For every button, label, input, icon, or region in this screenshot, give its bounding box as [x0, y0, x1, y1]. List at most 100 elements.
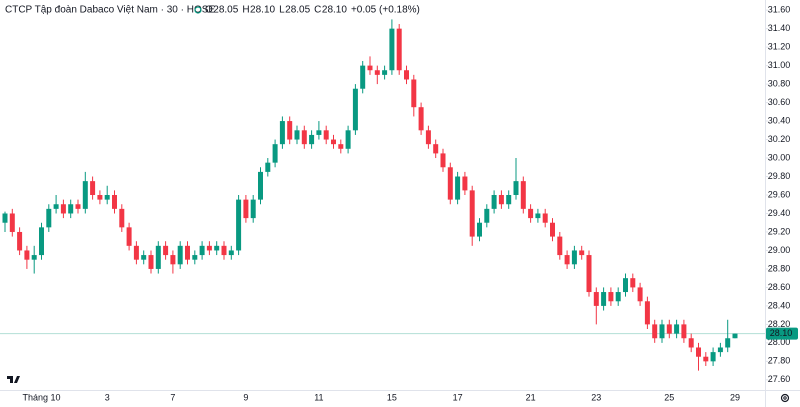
x-tick-label: 25: [664, 392, 674, 402]
candle-body: [674, 324, 680, 334]
settings-button[interactable]: [780, 393, 790, 403]
candle-body: [97, 195, 103, 200]
candle-body: [637, 287, 643, 302]
candle-body: [579, 250, 585, 256]
legend-value: 28.10: [322, 5, 347, 16]
candle-body: [644, 301, 650, 325]
candle-body: [155, 245, 161, 269]
x-tick-label: 17: [453, 392, 463, 402]
candle-body: [542, 213, 548, 223]
y-tick-label: 31.00: [768, 60, 791, 70]
x-tick-label: 7: [170, 392, 175, 402]
x-tick-label: 21: [526, 392, 536, 402]
y-tick-label: 28.20: [768, 319, 791, 329]
y-tick-label: 31.20: [768, 42, 791, 52]
candle-body: [498, 195, 504, 205]
candle-body: [630, 278, 636, 288]
candle-body: [513, 181, 519, 195]
candle-body: [345, 130, 351, 149]
candle-body: [177, 245, 183, 265]
candle-body: [2, 213, 8, 223]
candle-body: [199, 245, 205, 256]
candle-body: [31, 255, 37, 260]
candle-body: [506, 195, 512, 205]
candle-body: [623, 278, 628, 293]
candle-body: [133, 245, 139, 260]
candle-body: [163, 245, 169, 256]
candle-body: [82, 181, 88, 209]
candle-body: [331, 139, 336, 145]
candle-body: [404, 70, 409, 80]
y-tick-label: 30.80: [768, 78, 791, 88]
candle-body: [564, 255, 570, 265]
candle-body: [425, 130, 431, 145]
status-indicator: [194, 6, 202, 14]
y-tick-label: 27.80: [768, 356, 791, 366]
candle-body: [389, 28, 395, 71]
candle-body: [535, 213, 541, 219]
y-tick-label: 28.60: [768, 282, 791, 292]
y-tick-label: 28.00: [768, 337, 791, 347]
candle-body: [228, 250, 234, 256]
candle-body: [440, 153, 446, 168]
candle-body: [681, 324, 687, 339]
candle-body: [126, 227, 132, 246]
legend-key: O: [205, 5, 213, 16]
candle-body: [608, 292, 614, 302]
candle-body: [462, 176, 468, 191]
candle-body: [382, 70, 388, 75]
legend-key: C: [314, 5, 321, 16]
price-change: +0.05 (+0.18%): [351, 5, 420, 16]
candle-body: [725, 338, 731, 348]
candle-body: [24, 250, 30, 260]
plot-area: [0, 19, 765, 371]
y-tick-label: 31.40: [768, 23, 791, 33]
candle-body: [418, 107, 424, 131]
candle-body: [148, 255, 154, 269]
candle-body: [352, 88, 358, 131]
candle-body: [68, 204, 74, 214]
candle-body: [258, 171, 263, 200]
legend-key: L: [279, 5, 285, 16]
candle-body: [455, 176, 461, 200]
y-tick-label: 29.60: [768, 189, 791, 199]
legend-value: 28.10: [250, 5, 275, 16]
legend-value: 28.05: [285, 5, 310, 16]
candle-body: [316, 130, 322, 135]
candle-body: [666, 324, 672, 334]
chart-title: CTCP Tập đoàn Dabaco Việt Nam · 30 · HOS…: [5, 5, 215, 16]
candle-body: [696, 347, 701, 357]
tradingview-logo: [7, 376, 20, 383]
x-tick-label: 3: [105, 392, 110, 402]
candle-body: [396, 28, 402, 71]
candle-body: [39, 227, 44, 256]
candle-body: [250, 199, 256, 219]
candle-body: [301, 130, 307, 145]
candle-body: [433, 144, 439, 154]
last-price-label: 28.10: [770, 328, 793, 338]
candle-body: [214, 245, 220, 251]
candle-body: [520, 181, 526, 209]
x-tick-label: 11: [314, 392, 323, 402]
candle-body: [75, 204, 81, 209]
x-tick-label: 29: [730, 392, 740, 402]
last-price-tag: [766, 327, 798, 340]
candle-body: [360, 65, 366, 89]
candle-body: [717, 347, 723, 353]
candle-body: [593, 292, 599, 306]
x-tick-label: 9: [243, 392, 248, 402]
candle-body: [477, 222, 482, 237]
candle-body: [586, 255, 592, 293]
y-tick-label: 28.40: [768, 300, 791, 310]
y-tick-label: 29.00: [768, 245, 791, 255]
candle-body: [601, 292, 607, 306]
y-tick-label: 27.60: [768, 374, 791, 384]
candle-body: [491, 195, 497, 209]
candle-body: [279, 121, 285, 145]
candle-body: [104, 195, 110, 200]
y-tick-label: 29.40: [768, 208, 791, 218]
candle-body: [374, 70, 380, 75]
candle-body: [294, 130, 300, 140]
candle-body: [265, 162, 271, 172]
